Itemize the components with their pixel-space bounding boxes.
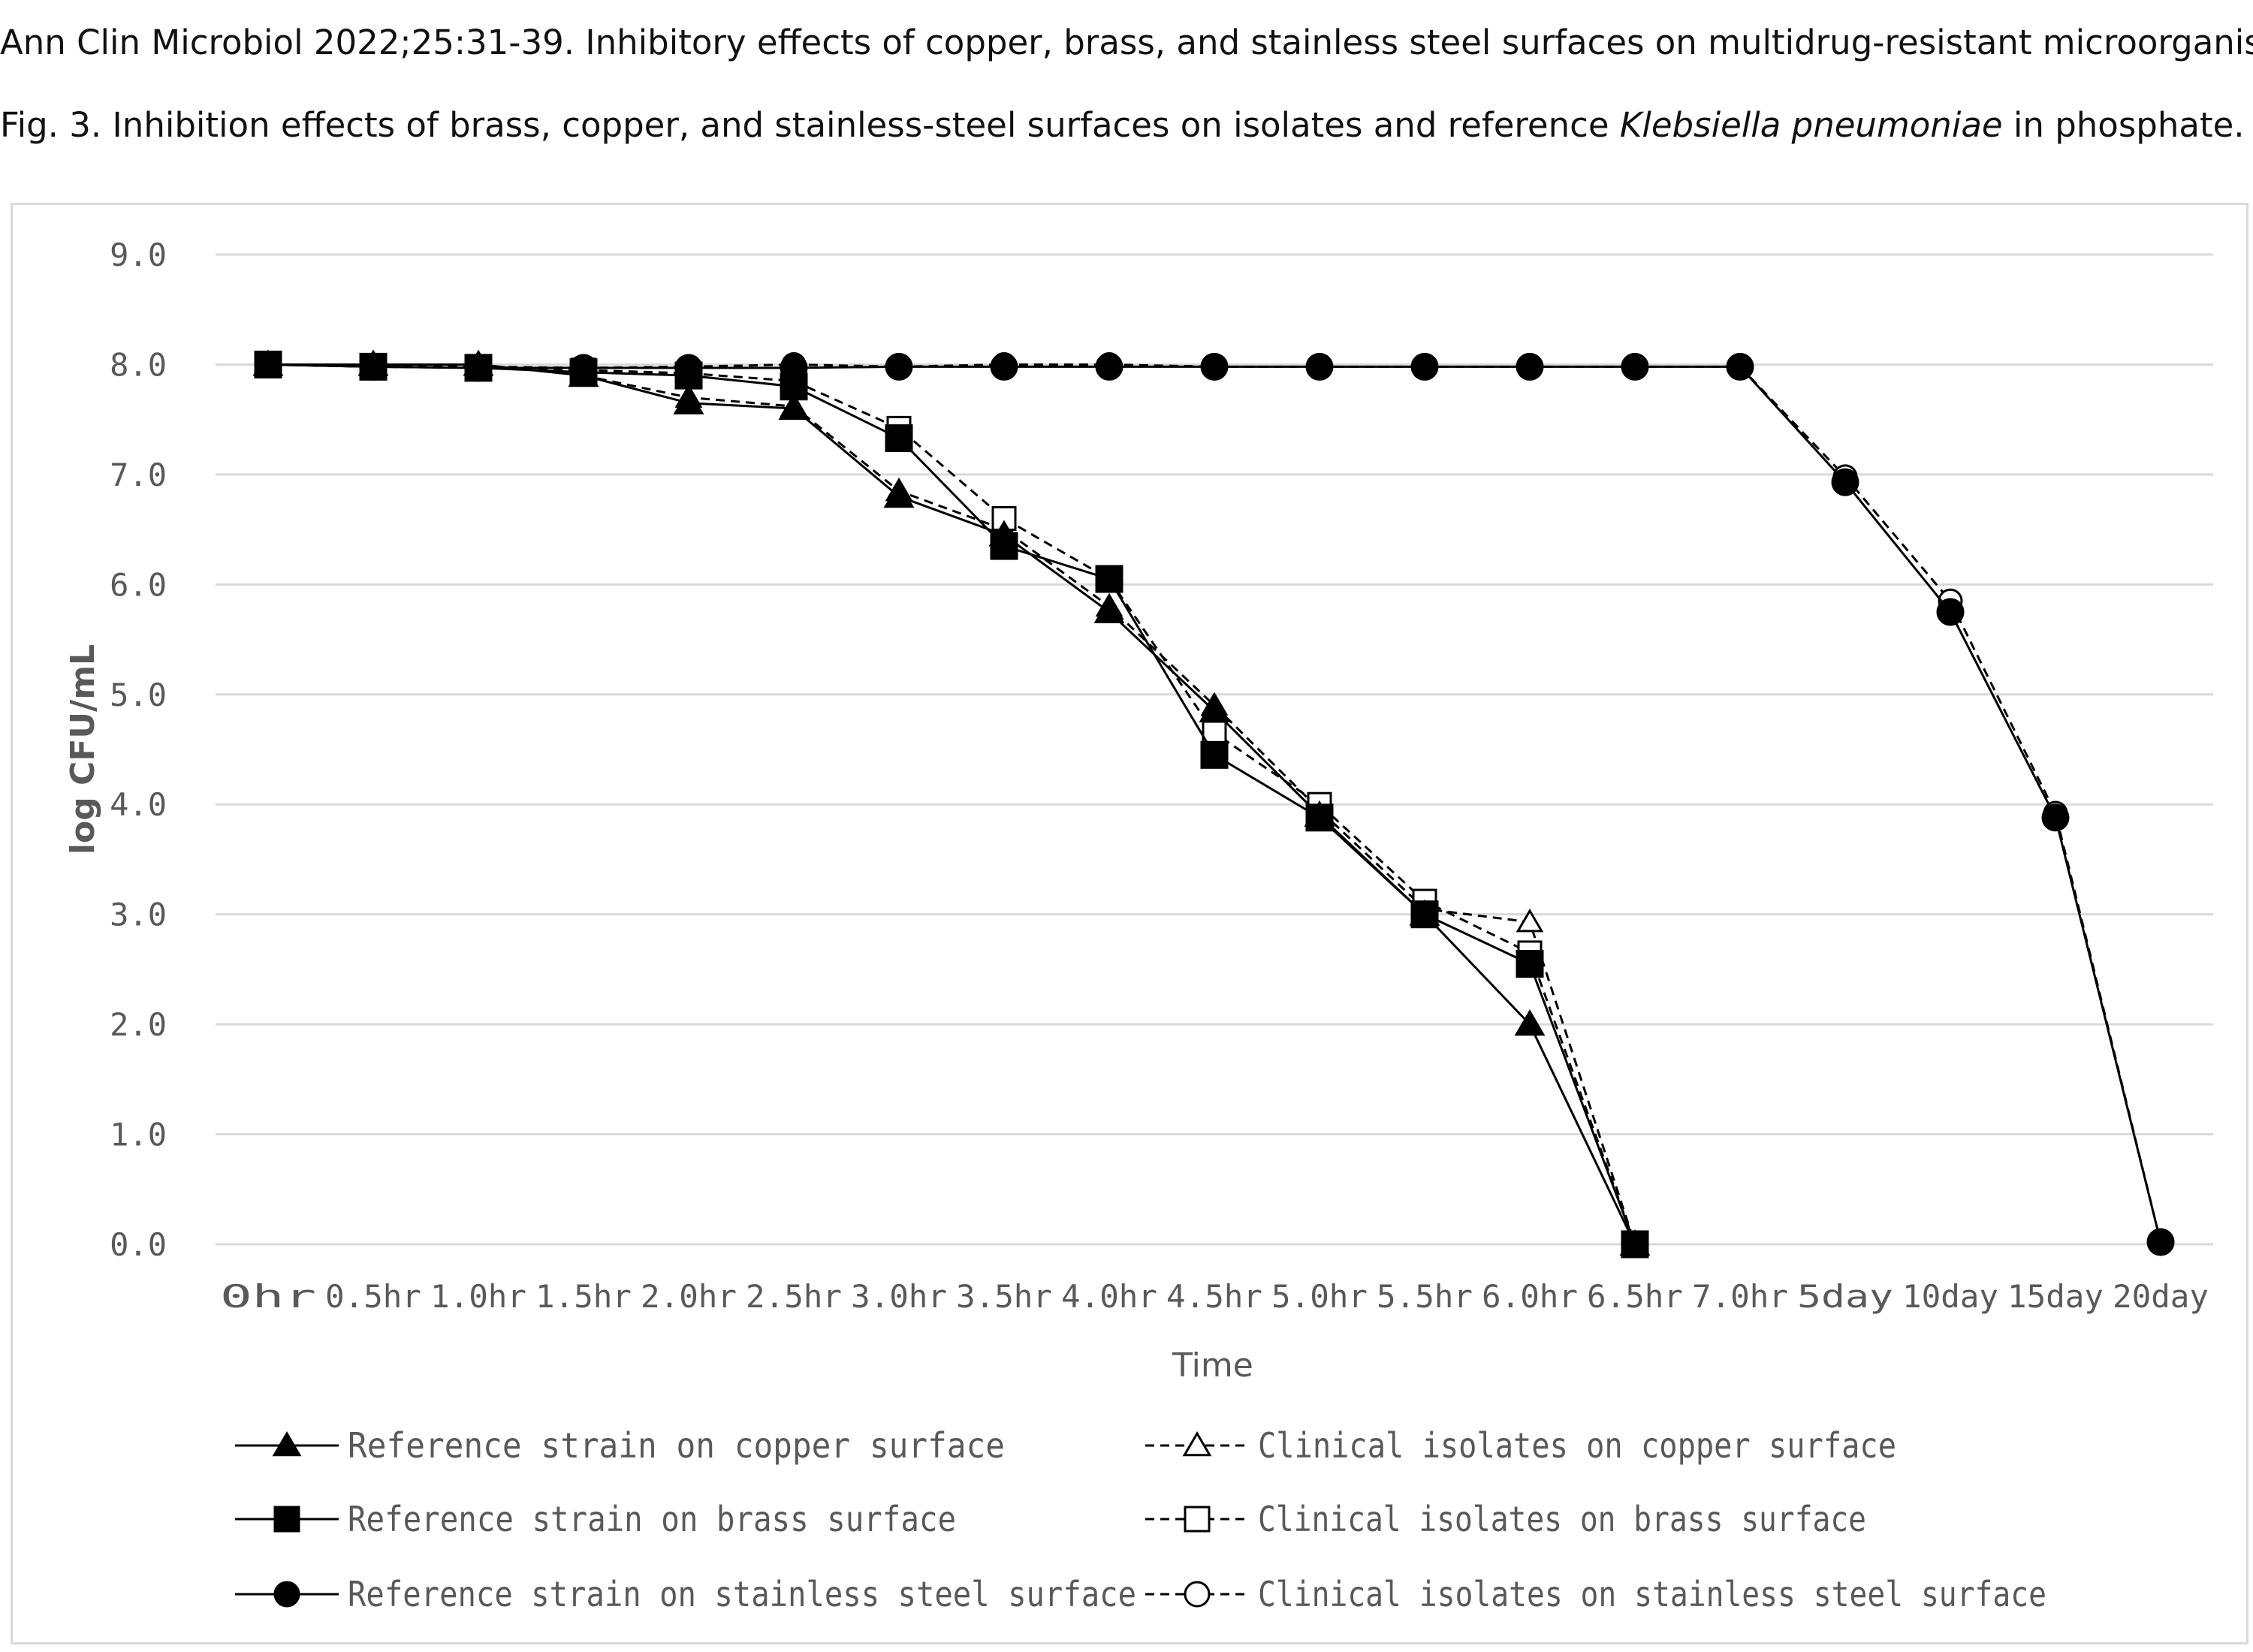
legend-marker (1184, 1581, 1211, 1608)
data-point (1516, 352, 1544, 381)
data-point (1831, 468, 1859, 496)
data-point (885, 352, 913, 381)
legend-label: Clinical isolates on stainless steel sur… (1258, 1574, 2046, 1614)
x-tick-label: 5.0hr (1271, 1278, 1368, 1315)
x-axis-title: Time (1172, 1346, 1253, 1385)
legend-label: Reference strain on brass surface (348, 1499, 956, 1539)
data-point (778, 393, 810, 421)
x-tick-label: 4.5hr (1166, 1278, 1262, 1315)
citation-line: Ann Clin Microbiol 2022;25:31-39. Inhibi… (0, 23, 2253, 62)
data-point (885, 424, 913, 453)
legend-label: Clinical isolates on brass surface (1258, 1499, 1866, 1539)
y-tick-label: 8.0 (110, 346, 167, 383)
y-axis-title: log CFU/mL (64, 644, 102, 855)
caption-text: Fig. 3. Inhibition effects of brass, cop… (0, 105, 1620, 145)
data-point (990, 352, 1018, 381)
x-tick-label: 0hr (220, 1278, 316, 1315)
legend-marker (1182, 1431, 1212, 1457)
data-point (569, 354, 598, 382)
figure-caption: Fig. 3. Inhibition effects of brass, cop… (0, 105, 2245, 145)
y-tick-label: 2.0 (110, 1006, 167, 1043)
x-tick-label: 6.5hr (1587, 1278, 1683, 1315)
x-tick-label: 5.5hr (1377, 1278, 1473, 1315)
x-tick-label: 20day (2113, 1278, 2209, 1315)
y-tick-label: 3.0 (110, 897, 167, 933)
legend-marker (1184, 1506, 1211, 1533)
x-tick-label: 7.0hr (1692, 1278, 1788, 1315)
x-tick-label: 4.0hr (1061, 1278, 1157, 1315)
x-tick-label: 1.5hr (535, 1278, 632, 1315)
x-tick-label: 0.5hr (325, 1278, 421, 1315)
data-point (1305, 803, 1334, 832)
legend-marker (273, 1506, 300, 1533)
data-point (1410, 900, 1439, 929)
legend-label: Clinical isolates on copper surface (1258, 1425, 1896, 1466)
data-point (1410, 352, 1439, 381)
chart-area: 9.0 8.0 7.0 6.0 5.0 4.0 3.0 2.0 1.0 0.0 0hr 0.5hr 1.… (11, 203, 2248, 1644)
data-point (2041, 803, 2070, 832)
data-point (780, 354, 808, 382)
y-tick-label: 7.0 (110, 457, 167, 493)
x-tick-label: 3.5hr (956, 1278, 1052, 1315)
data-point (1093, 596, 1125, 624)
legend-marker (272, 1431, 302, 1457)
legend-marker (273, 1581, 300, 1608)
x-tick-label: 5day (1797, 1278, 1893, 1315)
data-point (1621, 1230, 1649, 1259)
data-point (1095, 565, 1123, 593)
legend-label: Reference strain on copper surface (348, 1425, 1005, 1466)
x-tick-label: 6.0hr (1482, 1278, 1578, 1315)
x-tick-label: 3.0hr (851, 1278, 947, 1315)
data-point (1514, 1009, 1546, 1036)
data-point (1516, 908, 1544, 933)
data-point (464, 354, 493, 382)
x-tick-label: 10day (1902, 1278, 1998, 1315)
y-tick-label: 4.0 (110, 786, 167, 823)
data-point (1095, 352, 1123, 381)
x-tick-label: 2.5hr (746, 1278, 842, 1315)
data-point (673, 387, 704, 415)
data-point (359, 352, 388, 381)
y-tick-label: 1.0 (110, 1117, 167, 1153)
data-point (1621, 352, 1649, 381)
data-point (674, 354, 703, 382)
x-tick-label: 15day (2007, 1278, 2104, 1315)
caption-suffix: in phosphate. (2002, 105, 2245, 145)
y-tick-label: 5.0 (110, 677, 167, 713)
data-point (1200, 740, 1229, 769)
x-tick-label: 2.0hr (641, 1278, 737, 1315)
data-point (1200, 352, 1229, 381)
x-tick-label: 1.0hr (430, 1278, 526, 1315)
legend-label: Reference strain on stainless steel surf… (348, 1574, 1136, 1614)
data-point (1726, 352, 1754, 381)
y-tick-label: 9.0 (110, 237, 167, 273)
data-point (1516, 950, 1544, 978)
data-point (2146, 1228, 2175, 1256)
data-point (1305, 352, 1334, 381)
data-point (990, 532, 1018, 560)
data-point (254, 350, 282, 378)
data-point (1936, 598, 1965, 626)
data-point (883, 481, 915, 508)
data-point (1199, 695, 1230, 722)
y-tick-label: 6.0 (110, 566, 167, 603)
caption-species: Klebsiella pneumoniae (1619, 105, 2003, 145)
y-tick-label: 0.0 (110, 1226, 167, 1263)
